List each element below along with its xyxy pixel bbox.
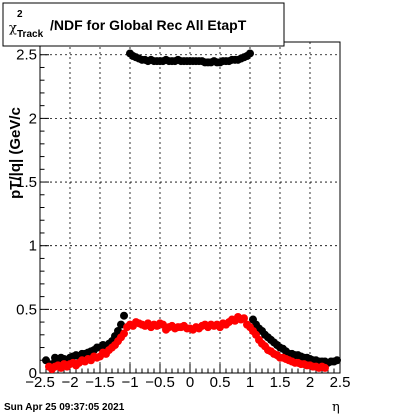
x-tick-label: 2	[306, 374, 314, 391]
data-point	[333, 356, 341, 365]
y-tick-label: 0.5	[16, 301, 37, 318]
title-superscript: 2	[17, 9, 23, 20]
x-tick-label: −1.5	[85, 374, 115, 391]
y-tick-label: 0	[29, 365, 37, 382]
title-box	[2, 2, 285, 47]
data-point	[246, 49, 254, 58]
axis-ticks	[39, 41, 341, 374]
x-tick-label: −0.5	[145, 374, 175, 391]
data-series	[42, 49, 341, 374]
series-red	[45, 312, 329, 374]
x-tick-label: 1.5	[270, 374, 291, 391]
y-tick-label: 1	[29, 238, 37, 255]
y-axis-label: pT/|q| (GeV/c	[7, 107, 24, 199]
data-point	[114, 326, 122, 335]
data-point	[240, 314, 248, 323]
series-black	[42, 49, 341, 369]
x-tick-label: −2	[61, 374, 78, 391]
timestamp: Sun Apr 25 09:37:05 2021	[4, 402, 125, 413]
y-tick-label: 1.5	[16, 174, 37, 191]
data-point	[117, 320, 125, 329]
title-subscript: Track	[17, 29, 44, 40]
data-point	[120, 329, 128, 338]
data-point	[120, 311, 128, 320]
x-axis-label: η	[332, 400, 340, 414]
x-tick-label: −1	[121, 374, 138, 391]
chart-title: /NDF for Global Rec All EtapT	[50, 17, 247, 33]
tick-labels: −2.5 −2 −1.5 −1 −0.5 0 0.5 1 1.5 2 2.5 0 0.5 1 1.5 2 2.5	[16, 47, 350, 391]
y-tick-label: 2.5	[16, 47, 37, 64]
x-tick-label: 0.5	[210, 374, 231, 391]
x-tick-label: 1	[246, 374, 254, 391]
title-chi: χ	[9, 21, 17, 36]
data-point	[321, 363, 329, 372]
x-tick-label: 2.5	[330, 374, 351, 391]
y-tick-label: 2	[29, 110, 37, 127]
data-point	[42, 356, 50, 365]
x-tick-label: 0	[186, 374, 194, 391]
x-tick-label: −2.5	[25, 374, 55, 391]
